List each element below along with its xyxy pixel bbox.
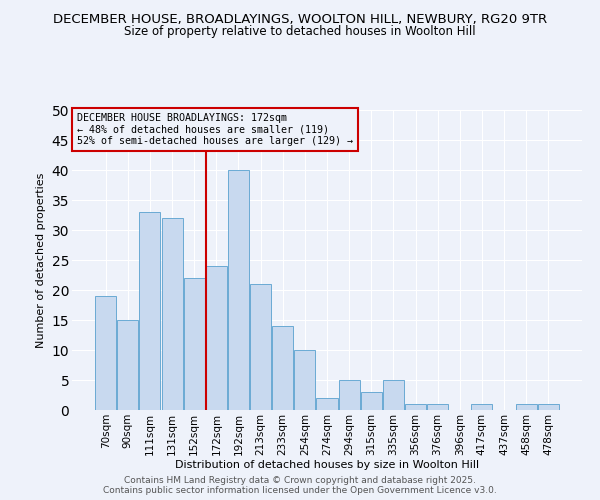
- Bar: [139, 212, 160, 410]
- Text: DECEMBER HOUSE, BROADLAYINGS, WOOLTON HILL, NEWBURY, RG20 9TR: DECEMBER HOUSE, BROADLAYINGS, WOOLTON HI…: [53, 12, 547, 26]
- Bar: [361, 392, 382, 410]
- Bar: [228, 170, 249, 410]
- Bar: [272, 326, 293, 410]
- Bar: [405, 404, 426, 410]
- Bar: [95, 296, 116, 410]
- Text: DECEMBER HOUSE BROADLAYINGS: 172sqm
← 48% of detached houses are smaller (119)
5: DECEMBER HOUSE BROADLAYINGS: 172sqm ← 48…: [77, 113, 353, 146]
- Bar: [538, 404, 559, 410]
- Bar: [427, 404, 448, 410]
- Y-axis label: Number of detached properties: Number of detached properties: [36, 172, 46, 348]
- Bar: [161, 218, 182, 410]
- Bar: [206, 266, 227, 410]
- Bar: [383, 380, 404, 410]
- Bar: [295, 350, 316, 410]
- Text: Contains HM Land Registry data © Crown copyright and database right 2025.
Contai: Contains HM Land Registry data © Crown c…: [103, 476, 497, 495]
- Text: Size of property relative to detached houses in Woolton Hill: Size of property relative to detached ho…: [124, 25, 476, 38]
- Bar: [250, 284, 271, 410]
- Bar: [338, 380, 359, 410]
- Bar: [515, 404, 536, 410]
- Bar: [316, 398, 338, 410]
- Bar: [472, 404, 493, 410]
- Bar: [184, 278, 205, 410]
- Bar: [118, 320, 139, 410]
- X-axis label: Distribution of detached houses by size in Woolton Hill: Distribution of detached houses by size …: [175, 460, 479, 470]
